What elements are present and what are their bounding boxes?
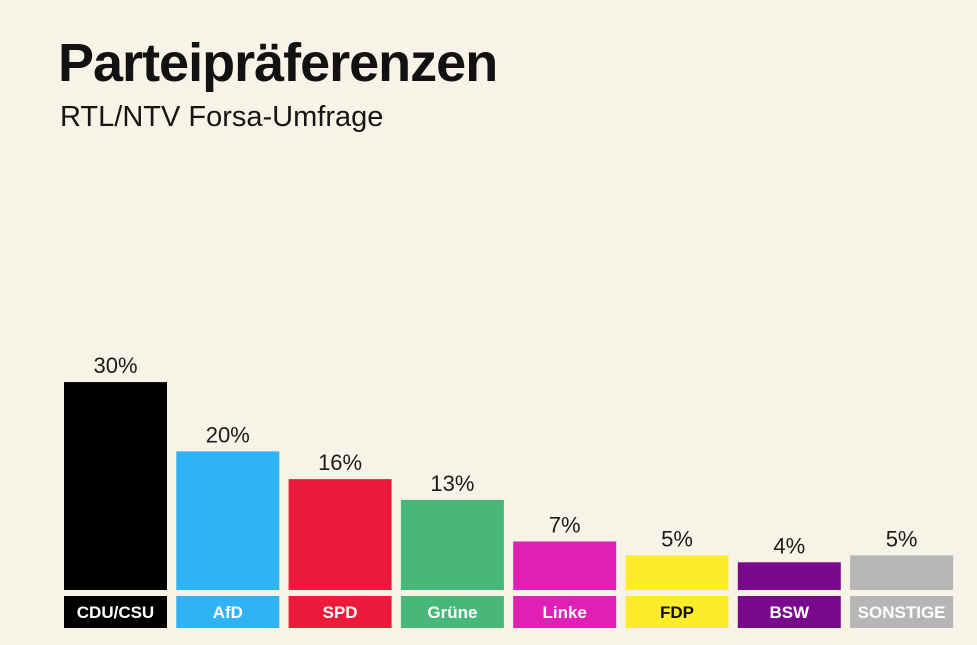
category-label-2: AfD: [213, 603, 243, 622]
category-label-8: SONSTIGE: [858, 603, 946, 622]
bar-4: [400, 499, 504, 590]
bar-group-5: 7% Linke: [513, 512, 617, 628]
category-strip-4: [400, 596, 504, 628]
bar-group-1: 30% CDU/CSU: [64, 353, 167, 628]
value-label-4: 13%: [430, 471, 474, 496]
bar-5: [513, 541, 617, 590]
value-label-3: 16%: [318, 450, 362, 475]
bar-8: [850, 555, 954, 590]
chart-title: Parteipräferenzen: [58, 33, 498, 93]
value-label-2: 20%: [206, 422, 250, 447]
category-strip-8: [850, 596, 954, 628]
bar-2: [176, 451, 280, 590]
value-label-7: 4%: [773, 533, 805, 558]
category-strip-3: [288, 596, 392, 628]
value-label-8: 5%: [886, 526, 918, 551]
value-label-1: 30%: [93, 353, 137, 378]
bar-6: [625, 555, 729, 590]
bar-group-3: 16% SPD: [288, 450, 392, 628]
value-label-5: 7%: [549, 512, 581, 537]
category-strip-1: [64, 596, 167, 628]
category-strip-6: [625, 596, 729, 628]
category-label-6: FDP: [660, 603, 694, 622]
bar-7: [737, 562, 841, 590]
bar-group-6: 5% FDP: [625, 526, 729, 628]
category-strip-2: [176, 596, 280, 628]
category-label-5: Linke: [542, 603, 586, 622]
category-label-1: CDU/CSU: [77, 603, 154, 622]
bar-1: [64, 382, 167, 590]
value-label-6: 5%: [661, 526, 693, 551]
bar-3: [288, 479, 392, 590]
bar-group-4: 13% Grüne: [400, 471, 504, 628]
category-label-3: SPD: [323, 603, 358, 622]
category-strip-5: [513, 596, 617, 628]
chart-subtitle: RTL/NTV Forsa-Umfrage: [60, 101, 384, 133]
bar-group-8: 5% SONSTIGE: [850, 526, 954, 628]
category-strip-7: [737, 596, 841, 628]
bar-group-7: 4% BSW: [737, 533, 841, 628]
category-label-4: Grüne: [427, 603, 477, 622]
category-label-7: BSW: [769, 603, 810, 622]
bar-group-2: 20% AfD: [176, 422, 280, 628]
